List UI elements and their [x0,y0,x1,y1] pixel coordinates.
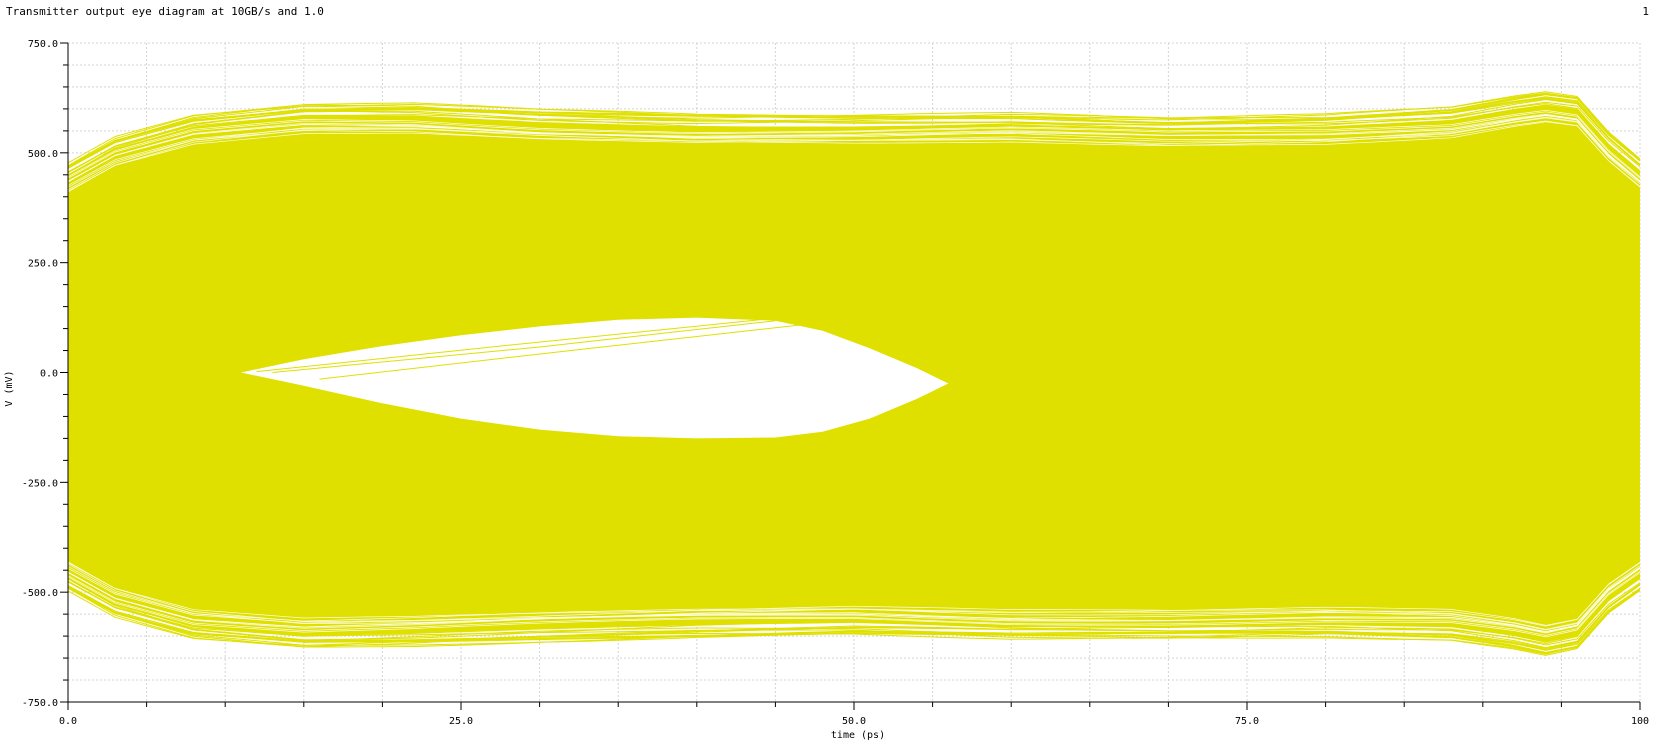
trace-line [68,578,1640,645]
trace-gap [68,115,1640,191]
trace-gap [68,563,1640,632]
eye-crossing-trace [319,323,807,380]
eye-crossing-trace [272,320,776,373]
trace-line [68,92,1640,168]
trace-line [68,586,1640,656]
trace-line [68,99,1640,173]
trace-gap [68,571,1640,636]
trace-line [68,93,1640,169]
tick-labels: 0.0 25.0 50.0 75.0 100 750.0 500.0 250.0 0.0 -250… [4,39,1649,741]
y-tick-label: -250.0 [22,478,58,489]
chart-title: Transmitter output eye diagram at 10GB/s… [6,5,324,18]
trace-gap [68,566,1640,631]
eye-opening [240,317,949,439]
y-tick-label: 500.0 [28,149,58,160]
x-tick-label: 50.0 [842,716,866,727]
eye-crossing-trace [256,319,760,373]
trace-gap [68,111,1640,179]
trace-gap [68,568,1640,634]
y-tick-label: -500.0 [22,588,58,599]
axes [60,42,1641,710]
trace-line [68,585,1640,654]
x-tick-label: 75.0 [1235,716,1259,727]
x-tick-label: 100 [1631,716,1649,727]
y-tick-label: -750.0 [22,698,58,709]
trace-line [68,581,1640,649]
eye-opening-area [240,317,949,439]
x-tick-label: 0.0 [59,716,77,727]
trace-gap [68,572,1640,638]
x-tick-label: 25.0 [449,716,473,727]
trace-line [68,91,1640,168]
y-tick-label: 750.0 [28,39,58,50]
trace-gap [68,113,1640,183]
y-tick-label: 0.0 [40,369,58,380]
y-axis-title: V (mV) [4,370,15,406]
trace-gap [68,109,1640,178]
trace-gap [68,116,1640,186]
y-tick-label: 250.0 [28,259,58,270]
x-axis-title: time (ps) [831,730,885,741]
page-number: 1 [1642,5,1649,18]
